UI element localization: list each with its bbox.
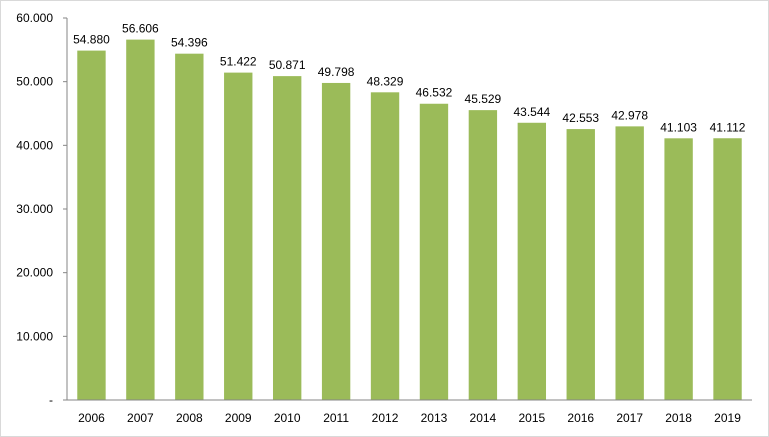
y-tick-label: 10.000 [16,329,53,343]
y-tick-label: 50.000 [16,75,53,89]
data-label-2008: 54.396 [171,36,208,50]
data-labels-group: 54.880 56.606 54.396 51.422 50.871 49.798 48.3… [73,22,746,135]
data-label-2012: 48.329 [367,74,404,88]
x-tick-label-2014: 2014 [470,411,497,425]
x-tick-label-2019: 2019 [714,411,741,425]
data-label-2018: 41.103 [660,120,697,134]
data-label-2013: 46.532 [416,86,453,100]
bar-2017 [615,126,644,400]
x-tick-label-2016: 2016 [567,411,594,425]
data-label-2010: 50.871 [269,58,306,72]
data-label-2016: 42.553 [562,111,599,125]
data-label-2019: 41.112 [710,120,746,134]
x-tick-label-2018: 2018 [665,411,692,425]
y-tick-label: - [49,393,53,407]
x-axis-tick-labels: 2006 2007 2008 2009 2010 2011 2012 2013 2014 2015… [78,411,741,425]
bars-group [77,39,742,401]
data-label-2014: 45.529 [465,92,502,106]
data-label-2006: 54.880 [73,33,110,47]
y-axis-tick-labels: - 10.000 20.000 30.000 40.000 50.000 60.000 [16,11,67,407]
bar-2006 [77,50,106,401]
bar-2010 [272,76,302,400]
data-label-2011: 49.798 [318,65,355,79]
bar-2016 [566,129,595,401]
bar-2008 [175,53,204,400]
x-tick-label-2015: 2015 [518,411,545,425]
bar-2012 [370,92,400,401]
bar-2009 [224,72,253,400]
x-tick-label-2012: 2012 [372,411,399,425]
bar-2011 [321,82,351,401]
bar-2015 [517,122,547,400]
bar-2007 [126,39,155,401]
y-tick-label: 60.000 [16,11,53,25]
bar-2014 [468,110,498,401]
data-label-2007: 56.606 [122,22,159,36]
x-tick-label-2009: 2009 [225,411,252,425]
x-tick-label-2013: 2013 [421,411,448,425]
y-tick-label: 30.000 [16,202,53,216]
data-label-2015: 43.544 [513,105,550,119]
data-label-2017: 42.978 [611,108,648,122]
y-tick-label: 20.000 [16,266,53,280]
x-tick-label-2017: 2017 [616,411,643,425]
bar-2013 [419,103,449,400]
data-label-2009: 51.422 [220,55,257,69]
x-tick-label-2006: 2006 [78,411,105,425]
y-tick-label: 40.000 [16,138,53,152]
x-tick-label-2008: 2008 [176,411,203,425]
bar-2018 [664,138,693,400]
x-tick-label-2011: 2011 [323,411,349,425]
x-tick-label-2010: 2010 [274,411,301,425]
bar-2019 [713,138,742,400]
x-tick-label-2007: 2007 [127,411,154,425]
